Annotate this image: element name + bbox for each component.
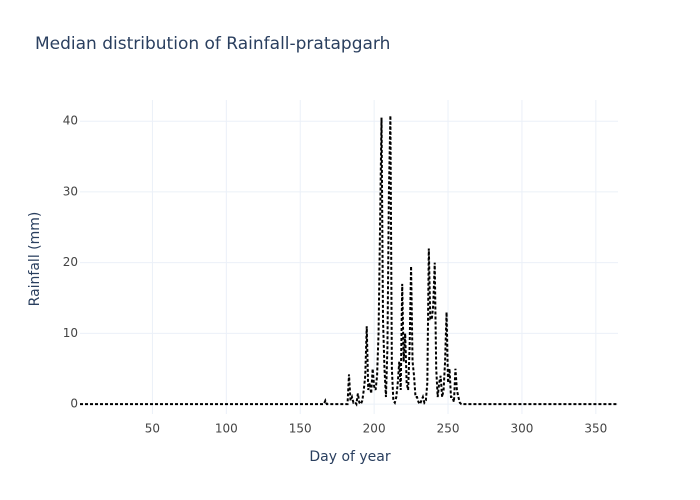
y-tick-label: 10 <box>63 326 78 340</box>
y-tick-label: 0 <box>70 397 78 411</box>
chart-title: Median distribution of Rainfall-pratapga… <box>35 34 390 54</box>
line-series <box>80 115 618 407</box>
x-tick-label: 50 <box>145 422 160 436</box>
y-tick-label: 20 <box>63 255 78 269</box>
x-tick-label: 300 <box>510 422 533 436</box>
x-tick-label: 250 <box>437 422 460 436</box>
y-axis-title: Rainfall (mm) <box>27 212 43 307</box>
x-tick-label: 100 <box>215 422 238 436</box>
y-tick-label: 40 <box>63 114 78 128</box>
x-axis-title: Day of year <box>309 449 391 465</box>
x-tick-label: 200 <box>363 422 386 436</box>
x-tick-label: 350 <box>584 422 607 436</box>
y-tick-label: 30 <box>63 184 78 198</box>
x-tick-label: 150 <box>289 422 312 436</box>
